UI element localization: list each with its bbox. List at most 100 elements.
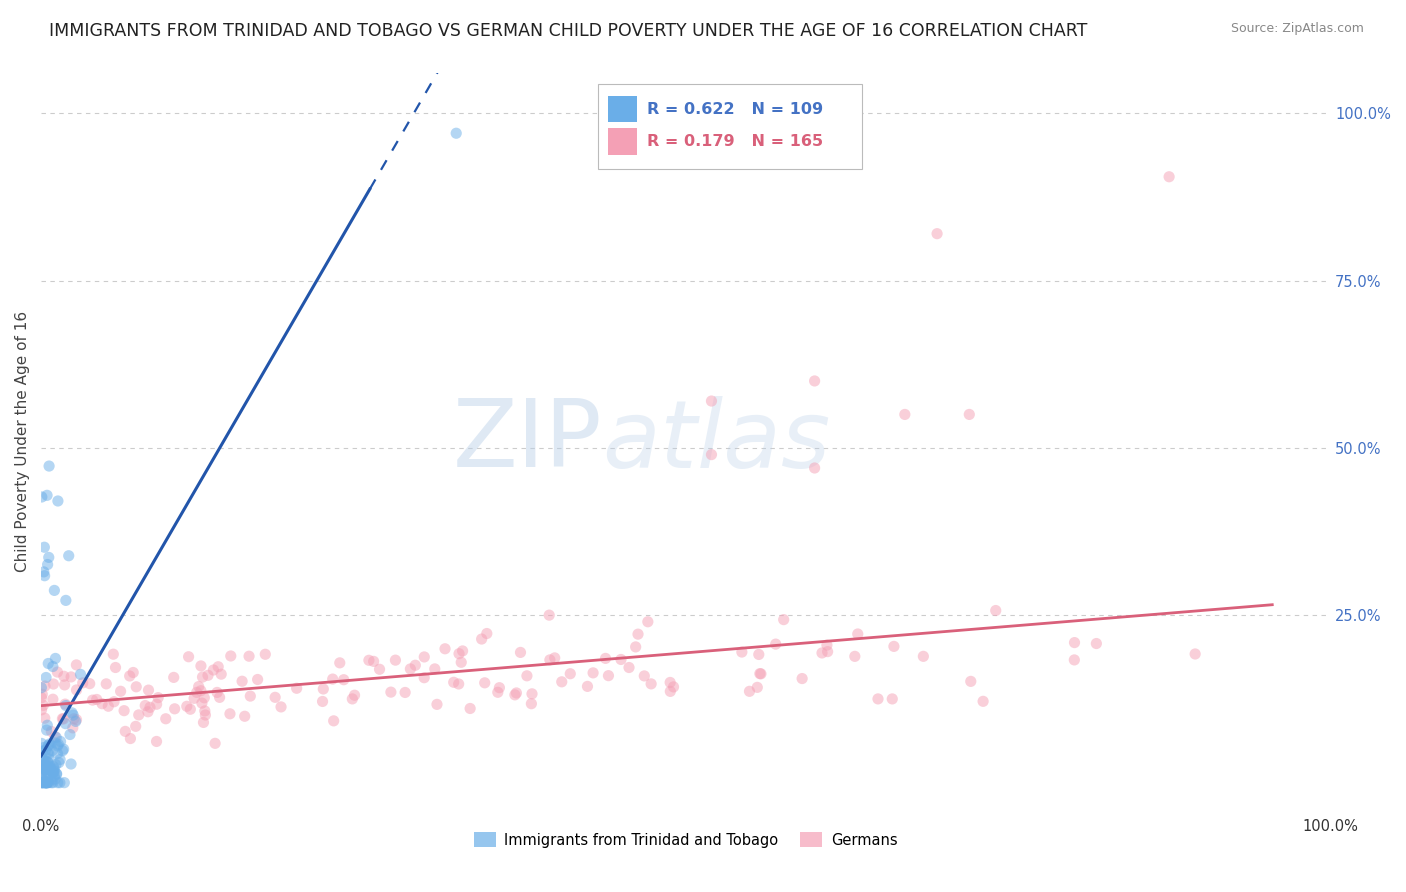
Point (37, 746, 59, 760)
Point (41, 764, 63, 779)
Point (31, 775, 53, 789)
Point (35, 775, 58, 789)
Point (731, 645, 754, 659)
FancyBboxPatch shape (598, 84, 862, 169)
Point (32, 763, 55, 777)
Point (866, 692, 889, 706)
Point (246, 673, 269, 687)
Point (38, 737, 60, 751)
Point (598, 668, 620, 682)
Point (617, 660, 640, 674)
Point (31, 764, 53, 779)
Point (205, 685, 228, 699)
Point (30, 769, 52, 783)
Point (46, 739, 69, 753)
Point (52, 744, 75, 758)
Point (46, 775, 69, 789)
Point (207, 659, 229, 673)
Point (65, 657, 87, 672)
Point (60, 757, 83, 772)
Point (748, 666, 770, 681)
Point (65, 713, 87, 727)
Point (423, 662, 446, 676)
Point (31, 703, 53, 717)
Point (343, 688, 366, 702)
Point (474, 675, 496, 690)
Point (444, 126, 467, 140)
Point (42, 677, 65, 691)
Point (817, 645, 839, 659)
Point (41, 724, 63, 739)
Point (148, 690, 170, 705)
Point (700, 448, 723, 462)
Point (35, 770, 58, 784)
Point (122, 665, 145, 680)
Point (52, 669, 75, 683)
Point (475, 626, 498, 640)
Point (41, 765, 63, 780)
Point (191, 670, 214, 684)
Point (69, 667, 91, 681)
Point (925, 227, 948, 241)
Point (30, 681, 52, 695)
Point (177, 649, 200, 664)
Point (503, 688, 526, 702)
Point (176, 699, 198, 714)
Text: R = 0.622   N = 109: R = 0.622 N = 109 (647, 102, 823, 117)
Point (125, 719, 148, 733)
Point (179, 702, 201, 716)
Point (959, 674, 981, 689)
Point (34, 755, 56, 769)
Point (42, 765, 65, 780)
Point (488, 681, 510, 695)
Point (1085, 636, 1108, 650)
Point (32, 565, 55, 579)
Point (34, 743, 56, 757)
Point (104, 660, 127, 674)
Point (35, 488, 58, 502)
Point (31, 775, 53, 789)
Point (35, 754, 58, 768)
Point (45, 767, 67, 781)
Point (37, 558, 59, 572)
Point (37, 739, 59, 753)
Point (285, 681, 308, 696)
Point (37, 756, 59, 770)
Point (118, 669, 141, 683)
FancyBboxPatch shape (609, 128, 637, 154)
Point (219, 648, 242, 663)
Point (738, 684, 761, 698)
Point (311, 694, 333, 708)
Point (34, 760, 56, 774)
Point (55, 593, 77, 607)
Point (125, 680, 148, 694)
Point (254, 647, 277, 661)
Point (815, 638, 838, 652)
Point (443, 675, 465, 690)
Point (52, 712, 75, 726)
Point (139, 700, 162, 714)
Point (49, 775, 72, 789)
Text: ZIP: ZIP (453, 395, 602, 487)
Point (633, 669, 655, 683)
Point (957, 408, 980, 422)
Point (538, 608, 561, 623)
Point (38, 752, 60, 766)
Point (42, 659, 65, 673)
Point (58, 549, 80, 563)
Point (610, 652, 633, 666)
Point (193, 690, 215, 705)
Point (576, 679, 599, 693)
Point (48, 737, 70, 751)
Point (209, 667, 232, 681)
Point (55, 698, 77, 713)
Point (34, 761, 56, 775)
Point (39, 738, 62, 752)
Point (394, 685, 416, 699)
Point (49, 734, 72, 748)
Point (332, 673, 354, 687)
Point (37, 765, 59, 780)
Point (544, 651, 567, 665)
Point (34, 775, 56, 789)
Point (413, 671, 436, 685)
